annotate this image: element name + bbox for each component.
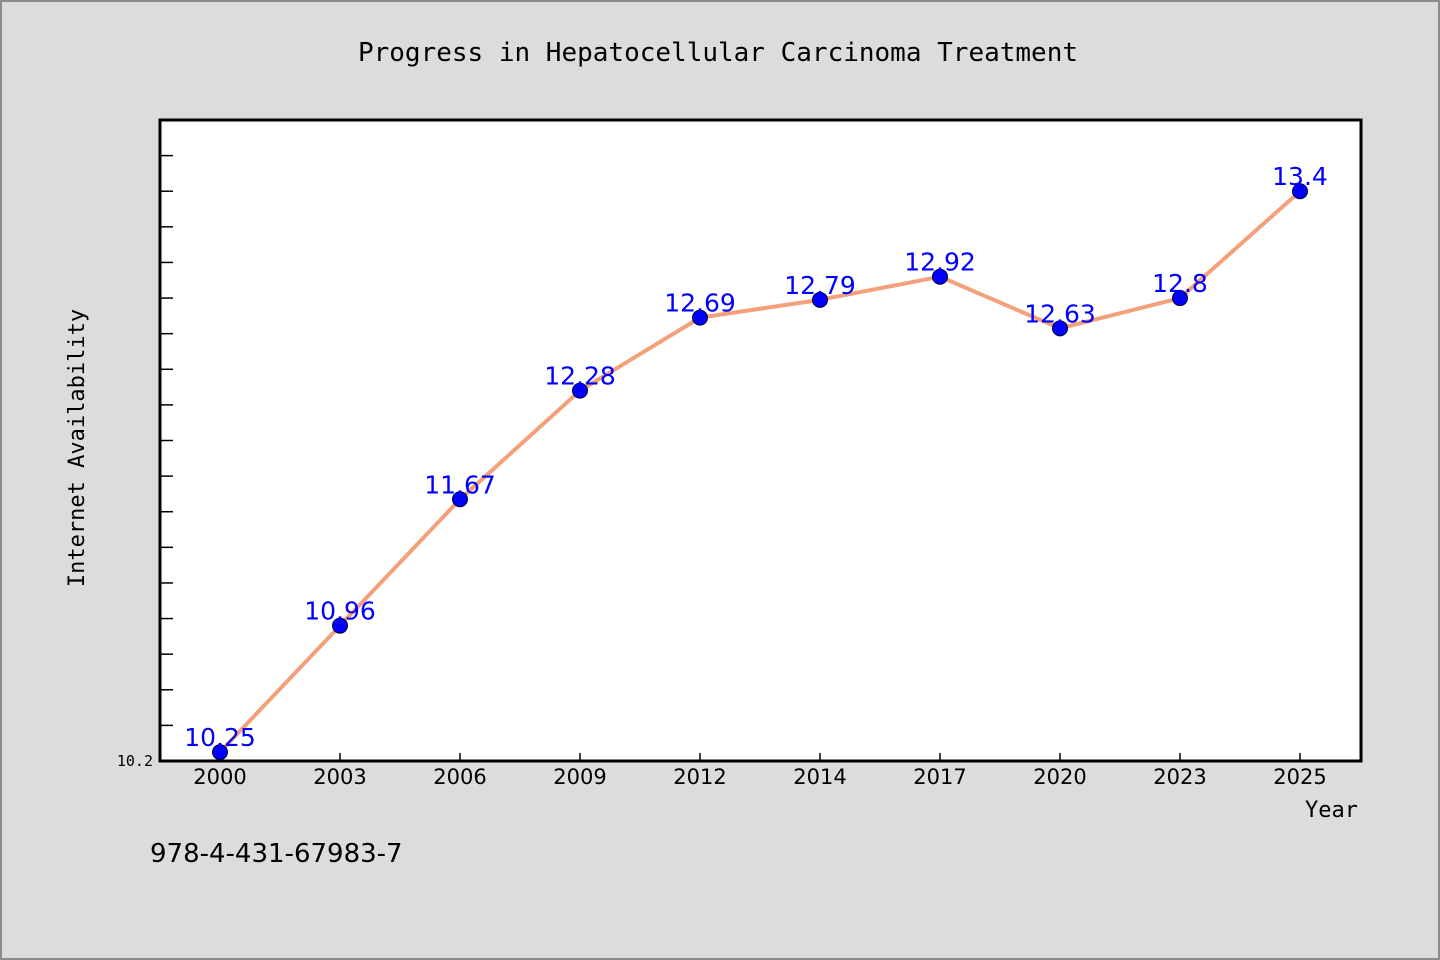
data-point — [572, 382, 588, 399]
x-tick-label: 2014 — [793, 765, 846, 789]
data-point — [692, 309, 708, 326]
x-tick-label: 2023 — [1153, 765, 1206, 789]
plot-area — [158, 118, 1363, 763]
data-label: 12.28 — [544, 362, 616, 391]
data-point — [812, 291, 828, 308]
footnote-isbn: 978-4-431-67983-7 — [150, 839, 403, 869]
data-label: 10.25 — [184, 723, 256, 752]
data-point — [1052, 320, 1068, 337]
x-tick-label: 2025 — [1273, 765, 1326, 789]
x-tick-label: 2012 — [673, 765, 726, 789]
data-label: 10.96 — [304, 597, 376, 626]
x-tick-label: 2020 — [1033, 765, 1086, 789]
series-line — [218, 189, 1302, 755]
data-label: 12.92 — [904, 248, 976, 277]
y-axis-label: Internet Availability — [65, 309, 90, 587]
data-point — [452, 491, 468, 508]
x-tick-label: 2000 — [193, 765, 246, 789]
x-tick-label: 2003 — [313, 765, 366, 789]
data-label: 11.67 — [424, 470, 496, 499]
data-label: 13.4 — [1272, 162, 1328, 191]
y-tick-label: 10.2 — [117, 752, 153, 770]
chart-title: Progress in Hepatocellular Carcinoma Tre… — [358, 38, 1078, 68]
data-point — [1172, 290, 1188, 307]
data-point — [212, 744, 228, 761]
data-label: 12.63 — [1024, 299, 1096, 328]
data-label: 12.8 — [1152, 269, 1208, 298]
x-tick-label: 2006 — [433, 765, 486, 789]
series-group: 10.25 10.96 11.67 12.28 12.69 12.79 12.92 12.63… — [184, 162, 1328, 761]
data-point — [932, 268, 948, 285]
x-axis-ticks: 2000 2003 2006 2009 2012 2014 2017 2020 2023 2025 — [193, 753, 1327, 789]
x-tick-label: 2017 — [913, 765, 966, 789]
x-axis-label: Year — [1305, 798, 1358, 823]
x-tick-label: 2009 — [553, 765, 606, 789]
data-point — [332, 617, 348, 634]
data-point — [1292, 183, 1308, 200]
data-label: 12.79 — [784, 271, 856, 300]
data-label: 12.69 — [664, 289, 736, 318]
y-axis-ticks — [160, 154, 173, 727]
